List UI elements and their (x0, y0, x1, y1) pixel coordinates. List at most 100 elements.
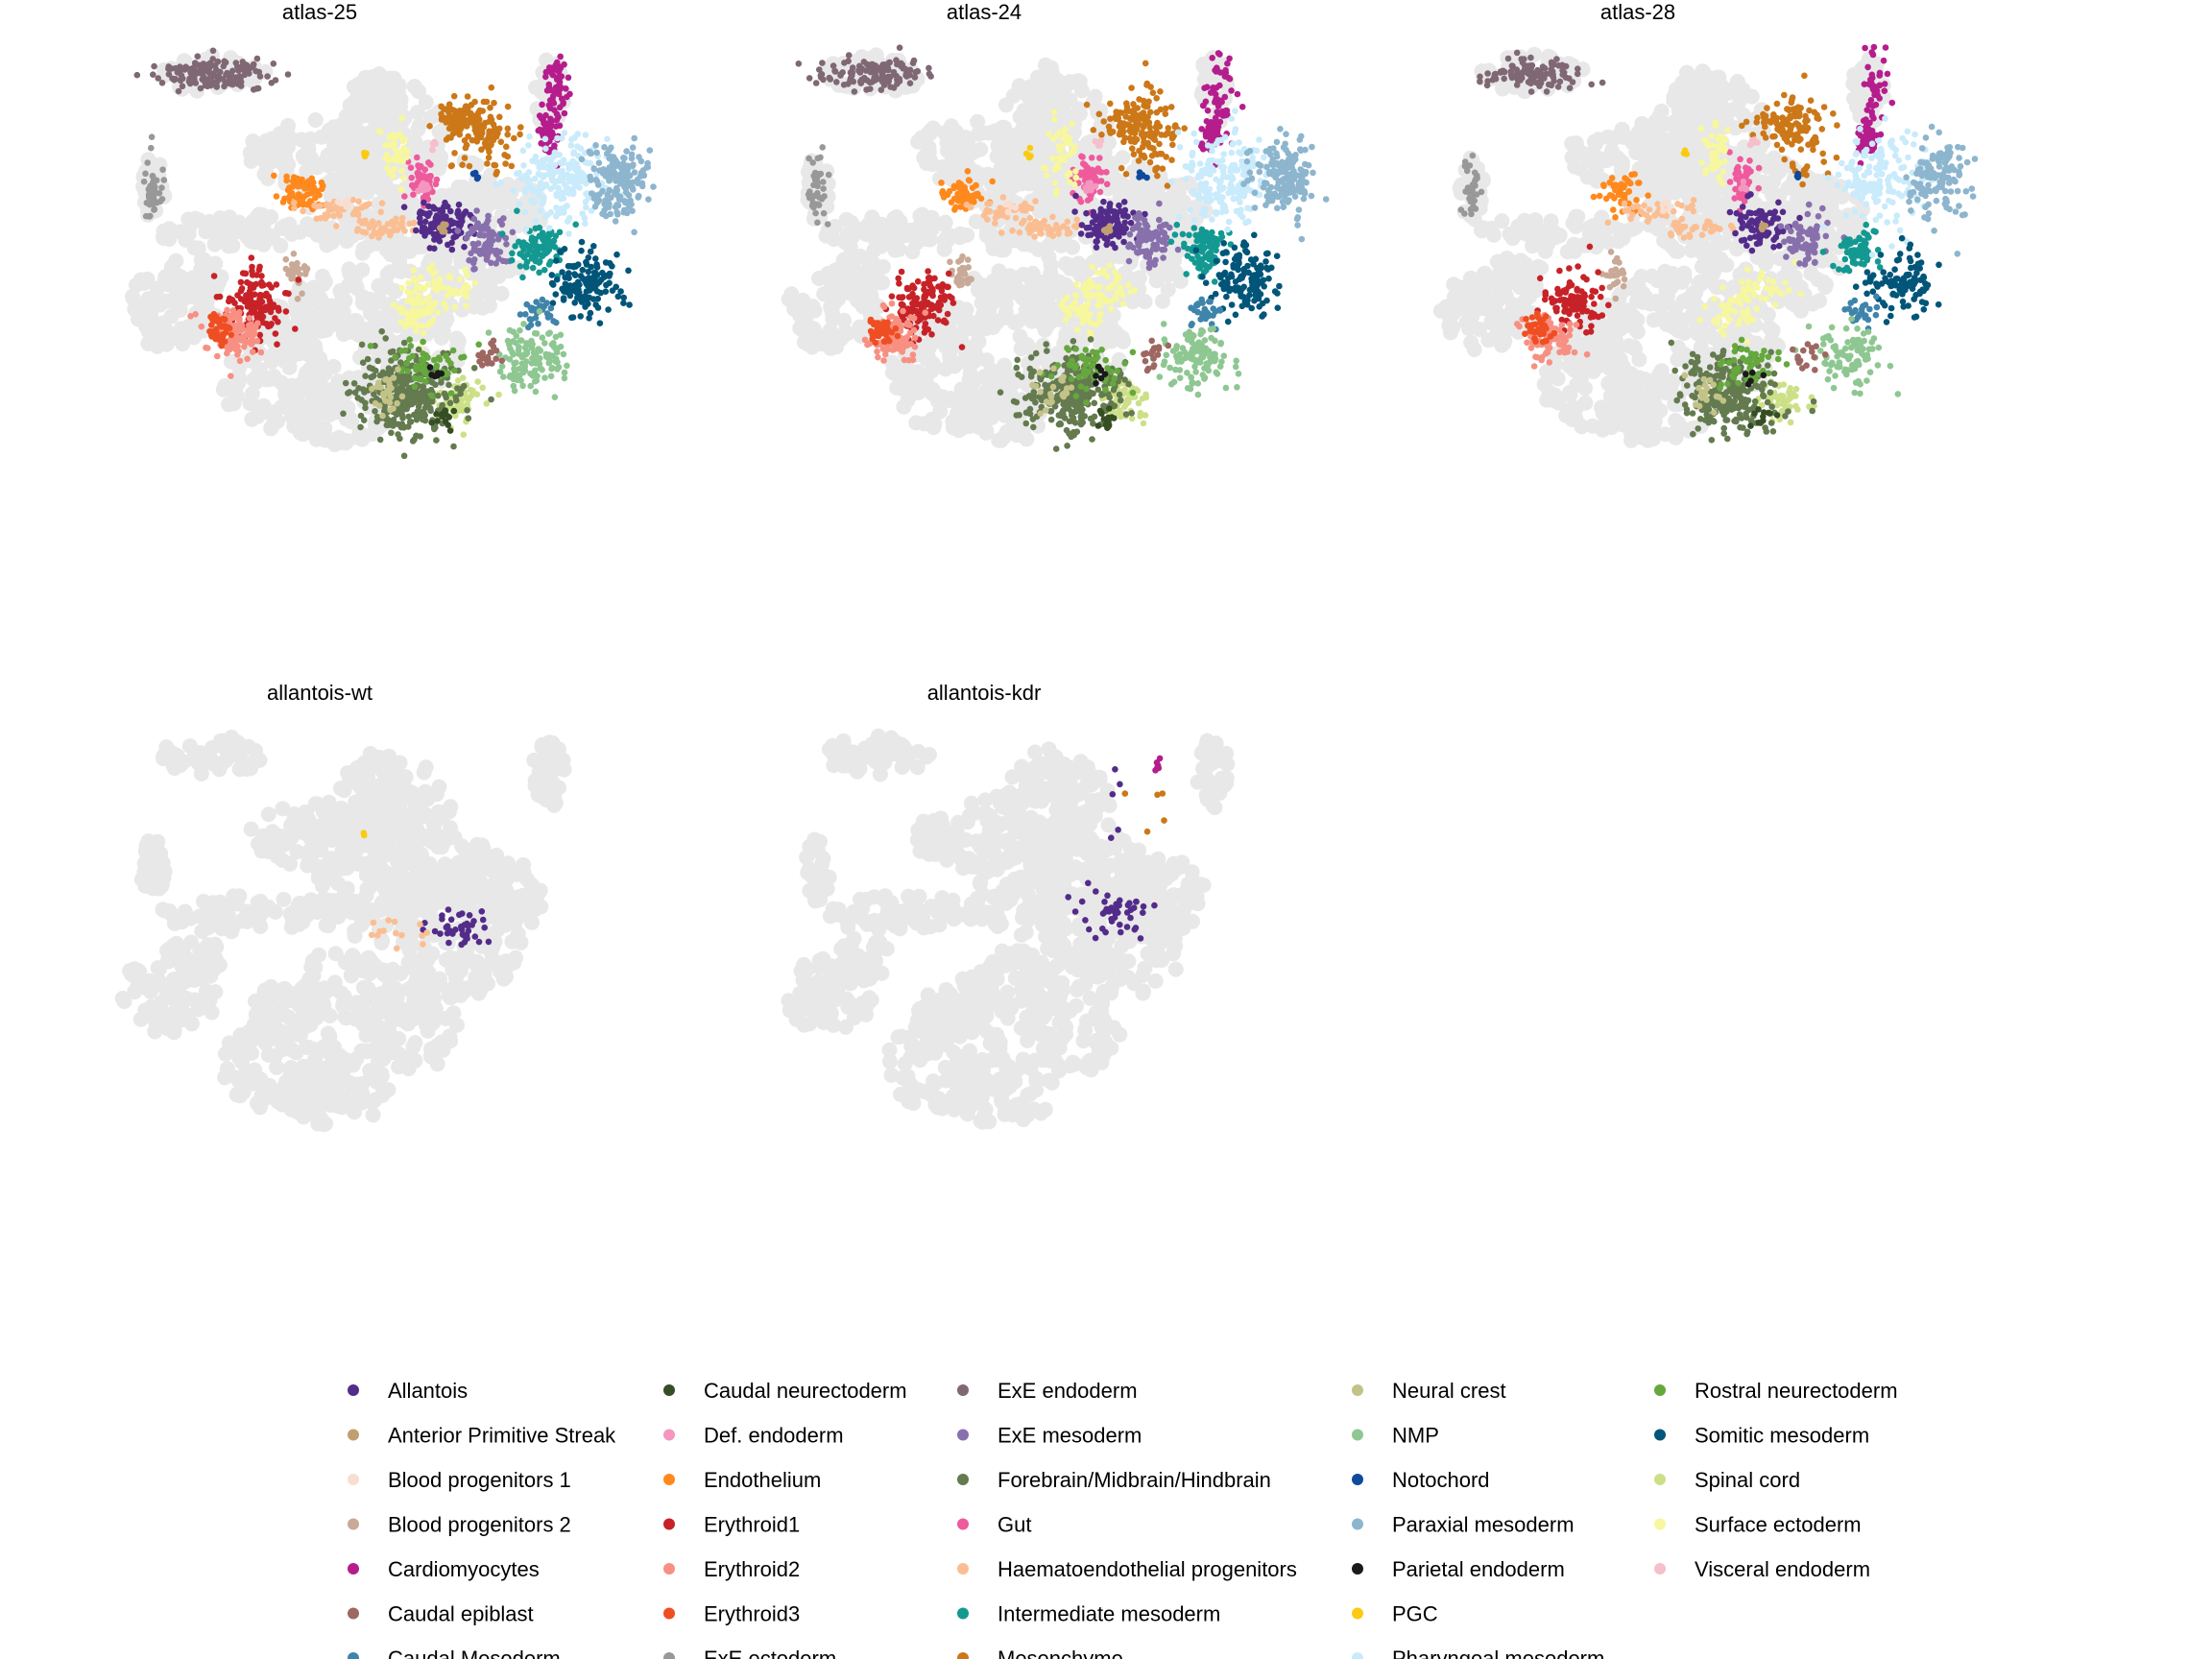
background-cell (431, 124, 447, 140)
cell-intermediate-mesoderm (572, 221, 579, 228)
cell-forebrain-midbrain-hindbrain (378, 327, 385, 335)
cell-rostral-neurectoderm (428, 392, 435, 399)
cell-gut (427, 161, 434, 168)
cell-cardiomyocytes (555, 68, 563, 75)
cell-paraxial-mesoderm (614, 211, 621, 218)
cell-haematoendothelial-progenitors (394, 227, 401, 233)
cell-paraxial-mesoderm (588, 177, 594, 183)
cell-intermediate-mesoderm (508, 256, 516, 264)
cell-erythroid2 (224, 306, 230, 314)
cell-surface-ectoderm (397, 131, 404, 137)
background-cell (337, 173, 353, 189)
background-cell (1030, 70, 1046, 86)
cell-somitic-mesoderm (620, 300, 627, 307)
cell-paraxial-mesoderm (603, 203, 610, 210)
cell-forebrain-midbrain-hindbrain (405, 423, 412, 430)
cell-allantois (455, 201, 463, 208)
cell-paraxial-mesoderm (602, 212, 610, 220)
cell-paraxial-mesoderm (629, 162, 636, 170)
cell-rostral-neurectoderm (449, 347, 457, 354)
background-cell (904, 78, 921, 94)
cell-pharyngeal-mesoderm (541, 135, 549, 143)
cell-mesenchyme (493, 168, 500, 176)
cell-pharyngeal-mesoderm (529, 198, 536, 205)
cell-nmp (510, 382, 517, 390)
cell-mesenchyme (450, 92, 458, 100)
background-cell (826, 231, 842, 248)
cell-somitic-mesoderm (578, 238, 586, 246)
background-cell (1058, 255, 1073, 272)
cell-pharyngeal-mesoderm (604, 135, 611, 143)
cell-mesenchyme (469, 114, 477, 121)
cell-nmp (528, 360, 536, 367)
cell-blood-progenitors-2 (290, 251, 298, 257)
cell-mesenchyme (517, 124, 524, 131)
background-cell (329, 387, 346, 403)
cell-rostral-neurectoderm (412, 363, 420, 371)
cell-anterior-primitive-streak (443, 221, 449, 228)
cell-somitic-mesoderm (583, 261, 590, 268)
cell-haematoendothelial-progenitors (377, 208, 384, 216)
background-cell (918, 373, 934, 390)
cell-haematoendothelial-progenitors (317, 203, 324, 209)
cell-erythroid3 (208, 333, 215, 340)
cell-paraxial-mesoderm (635, 180, 641, 187)
cell-allantois (421, 218, 429, 226)
cell-exe-endoderm (175, 87, 182, 95)
cell-pharyngeal-mesoderm (571, 134, 578, 141)
background-cell (250, 208, 266, 225)
cell-forebrain-midbrain-hindbrain (376, 436, 384, 444)
cell-pharyngeal-mesoderm (551, 152, 559, 159)
cell-paraxial-mesoderm (607, 170, 614, 177)
cell-haematoendothelial-progenitors (362, 203, 369, 209)
cell-intermediate-mesoderm (526, 244, 534, 252)
cell-forebrain-midbrain-hindbrain (411, 411, 418, 419)
cell-pharyngeal-mesoderm (558, 134, 565, 142)
cell-exe-mesoderm (488, 259, 494, 267)
cell-nmp (509, 374, 517, 382)
cell-pharyngeal-mesoderm (579, 210, 586, 217)
cell-forebrain-midbrain-hindbrain (457, 390, 464, 397)
cell-somitic-mesoderm (566, 292, 574, 300)
cell-surface-ectoderm (408, 321, 415, 328)
cell-exe-ectoderm (149, 172, 156, 180)
cell-blood-progenitors-2 (282, 255, 290, 263)
background-cell (1022, 289, 1038, 305)
cell-allantois (447, 207, 454, 215)
cell-spinal-cord (460, 431, 468, 439)
cell-rostral-neurectoderm (421, 367, 428, 373)
cell-blood-progenitors-1 (341, 200, 349, 207)
background-cell (307, 343, 324, 358)
cell-exe-mesoderm (486, 235, 493, 242)
cell-surface-ectoderm (462, 288, 469, 295)
cell-intermediate-mesoderm (517, 263, 524, 270)
background-cell (172, 224, 188, 240)
background-cell (335, 304, 351, 321)
cell-somitic-mesoderm (592, 301, 599, 308)
cell-exe-endoderm (264, 73, 271, 80)
cell-pharyngeal-mesoderm (570, 175, 577, 181)
cell-surface-ectoderm (434, 309, 442, 316)
cell-pharyngeal-mesoderm (521, 208, 529, 216)
cell-pharyngeal-mesoderm (537, 186, 543, 193)
cell-exe-endoderm (169, 75, 176, 83)
cell-mesenchyme (485, 154, 493, 161)
cell-exe-mesoderm (471, 265, 478, 273)
cell-forebrain-midbrain-hindbrain (358, 341, 366, 349)
cell-erythroid1 (259, 313, 267, 321)
background-cell (798, 309, 814, 325)
cell-forebrain-midbrain-hindbrain (374, 357, 381, 365)
cell-paraxial-mesoderm (592, 192, 600, 199)
cell-endothelium (312, 194, 319, 202)
cell-pharyngeal-mesoderm (565, 230, 572, 237)
cell-somitic-mesoderm (572, 272, 579, 278)
background-cell (351, 109, 368, 126)
cell-haematoendothelial-progenitors (300, 207, 306, 215)
cell-caudal-mesoderm (527, 322, 535, 328)
cell-forebrain-midbrain-hindbrain (397, 435, 403, 443)
cell-paraxial-mesoderm (612, 218, 619, 225)
cell-somitic-mesoderm (589, 296, 597, 302)
cell-paraxial-mesoderm (628, 151, 636, 158)
cell-exe-endoderm (270, 60, 277, 67)
background-cell (257, 139, 274, 156)
